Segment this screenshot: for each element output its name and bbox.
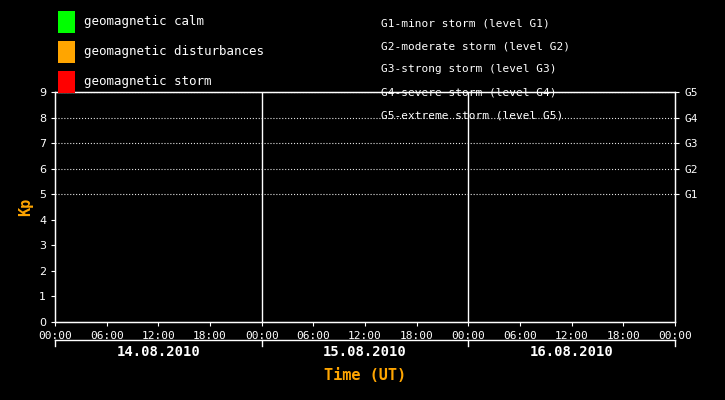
Text: geomagnetic disturbances: geomagnetic disturbances: [84, 46, 264, 58]
Text: 16.08.2010: 16.08.2010: [530, 345, 613, 359]
Text: 14.08.2010: 14.08.2010: [117, 345, 200, 359]
Text: G1-minor storm (level G1): G1-minor storm (level G1): [381, 18, 550, 28]
Text: G5-extreme storm (level G5): G5-extreme storm (level G5): [381, 111, 563, 121]
Text: G3-strong storm (level G3): G3-strong storm (level G3): [381, 64, 556, 74]
Text: 15.08.2010: 15.08.2010: [323, 345, 407, 359]
Text: Time (UT): Time (UT): [324, 368, 406, 384]
Y-axis label: Kp: Kp: [18, 198, 33, 216]
Text: G2-moderate storm (level G2): G2-moderate storm (level G2): [381, 41, 570, 51]
Text: geomagnetic storm: geomagnetic storm: [84, 76, 212, 88]
Text: geomagnetic calm: geomagnetic calm: [84, 16, 204, 28]
Text: G4-severe storm (level G4): G4-severe storm (level G4): [381, 88, 556, 98]
